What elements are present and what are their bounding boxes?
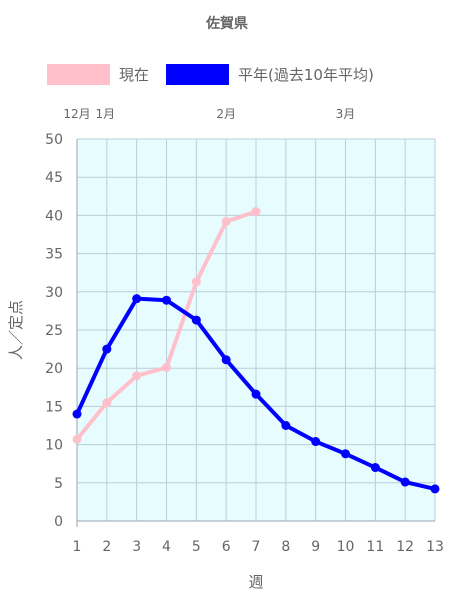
legend-label: 現在 [119, 66, 149, 84]
grid [76, 138, 436, 522]
data-point [341, 449, 350, 459]
x-tick-label: 10 [337, 539, 355, 555]
x-tick-label: 2 [102, 539, 111, 555]
data-point [370, 463, 380, 473]
series-0 [72, 207, 261, 444]
data-point [162, 362, 171, 372]
data-point [221, 355, 231, 365]
data-point [72, 409, 82, 419]
x-tick-label: 9 [311, 539, 320, 555]
month-axis: 12月 1月 2月 3月 [63, 107, 355, 121]
data-point [400, 477, 410, 487]
month-label: 2月 [216, 107, 236, 121]
y-tick-label: 15 [45, 399, 63, 415]
x-axis-label: 週 [248, 573, 263, 591]
x-tick-label: 8 [281, 539, 290, 555]
x-tick-label: 7 [252, 539, 261, 555]
legend-swatch [47, 64, 110, 85]
data-point [191, 315, 201, 325]
data-point [251, 207, 261, 217]
legend: 現在 平年(過去10年平均) [47, 64, 374, 85]
data-point [72, 434, 82, 444]
x-tick-label: 11 [366, 539, 384, 555]
month-label: 1月 [96, 107, 116, 121]
x-tick-label: 6 [222, 539, 231, 555]
data-point [132, 371, 142, 381]
axes [76, 139, 435, 527]
x-tick-label: 3 [132, 539, 141, 555]
y-tick-label: 40 [45, 208, 63, 224]
series-layer [72, 207, 440, 494]
y-tick-label: 20 [45, 361, 63, 377]
x-tick-label: 12 [396, 539, 414, 555]
chart-title: 佐賀県 [205, 15, 248, 32]
legend-swatch [166, 64, 229, 85]
legend-label: 平年(過去10年平均) [238, 66, 374, 84]
x-tick-label: 4 [162, 539, 171, 555]
data-point [251, 389, 261, 399]
month-label: 12月 [63, 107, 90, 121]
month-label: 3月 [336, 107, 356, 121]
data-point [430, 484, 440, 494]
y-tick-label: 35 [45, 247, 63, 263]
data-point [191, 277, 201, 287]
y-tick-label: 30 [45, 285, 63, 301]
series-1 [72, 294, 440, 494]
data-point [132, 294, 142, 304]
data-point [102, 344, 112, 354]
data-point [281, 421, 291, 430]
y-tick-label: 10 [45, 438, 63, 454]
y-tick-label: 25 [45, 323, 63, 339]
x-tick-label: 1 [73, 539, 82, 555]
data-point [162, 295, 171, 305]
x-tick-label: 5 [192, 539, 201, 555]
y-tick-label: 5 [54, 476, 63, 492]
x-tick-label: 13 [426, 539, 444, 555]
y-tick-label: 0 [54, 514, 63, 530]
y-tick-label: 45 [45, 170, 63, 186]
data-point [221, 217, 231, 227]
data-point [102, 398, 112, 408]
y-tick-label: 50 [45, 132, 63, 148]
data-point [311, 437, 321, 447]
y-axis-label: 人／定点 [7, 300, 25, 360]
